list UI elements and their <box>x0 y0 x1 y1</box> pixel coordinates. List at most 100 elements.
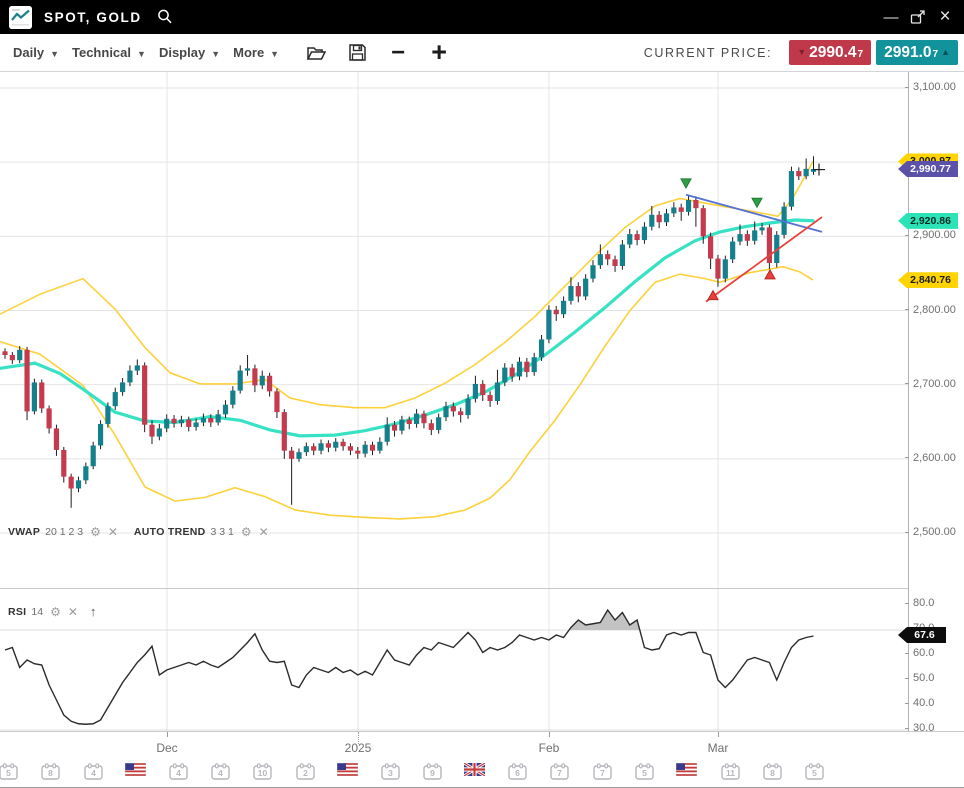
chevron-down-icon: ▼ <box>137 48 146 59</box>
event-calendar-8[interactable]: 8 <box>40 763 61 785</box>
lower-band-line <box>0 265 814 520</box>
sell-signal-icon <box>680 178 692 189</box>
save-button[interactable] <box>344 40 370 66</box>
rsi-remove-icon[interactable]: ✕ <box>67 605 78 619</box>
vwap-indicator-label: VWAP 20 1 2 3 ⚙ ✕ AUTO TREND 3 3 1 ⚙ ✕ <box>8 526 269 538</box>
popout-icon <box>910 9 925 24</box>
autotrend-remove-icon[interactable]: ✕ <box>258 525 269 539</box>
event-calendar-7[interactable]: 7 <box>592 763 613 785</box>
rsi-tick: 50.0 <box>905 672 934 684</box>
menu-more[interactable]: More ▼ <box>233 45 280 60</box>
app-icon <box>9 5 32 29</box>
svg-text:4: 4 <box>91 768 96 778</box>
calendar-event-icon: 5 <box>635 763 654 780</box>
rsi-value-badge: 67.6 <box>898 627 946 643</box>
calendar-event-icon: 2 <box>296 763 315 780</box>
svg-text:11: 11 <box>726 768 735 778</box>
buy-signal-icon <box>707 289 719 301</box>
month-label-2025: 2025 <box>344 741 372 755</box>
rsi-settings-icon[interactable]: ⚙ <box>50 605 61 619</box>
event-calendar-9[interactable]: 9 <box>422 763 443 785</box>
upper-band-line <box>0 161 814 409</box>
event-calendar-5[interactable]: 5 <box>0 763 19 785</box>
chart-line-icon <box>9 5 32 29</box>
calendar-event-icon: 11 <box>721 763 740 780</box>
event-flag-us[interactable] <box>675 762 698 781</box>
svg-text:7: 7 <box>600 768 605 778</box>
menu-display[interactable]: Display ▼ <box>158 45 221 60</box>
rsi-tick: 30.0 <box>905 722 934 734</box>
calendar-event-icon: 10 <box>253 763 272 780</box>
main-chart[interactable] <box>0 72 908 588</box>
event-calendar-7[interactable]: 7 <box>549 763 570 785</box>
event-calendar-10[interactable]: 10 <box>252 763 273 785</box>
event-flag-uk[interactable] <box>463 761 486 781</box>
vwap-line <box>0 218 815 438</box>
svg-text:3: 3 <box>388 768 393 778</box>
ask-price-value: 2991.0 <box>884 44 932 61</box>
event-calendar-3[interactable]: 3 <box>380 763 401 785</box>
menu-group: Daily ▼ Technical ▼ Display ▼ More ▼ <box>0 45 279 60</box>
menu-daily[interactable]: Daily ▼ <box>13 45 59 60</box>
buy-signal-icon <box>764 268 776 280</box>
menu-technical[interactable]: Technical ▼ <box>72 45 146 60</box>
vwap-settings-icon[interactable]: ⚙ <box>90 525 101 539</box>
window-title: SPOT, GOLD <box>44 9 142 25</box>
event-calendar-5[interactable]: 5 <box>634 763 655 785</box>
calendar-event-icon: 6 <box>508 763 527 780</box>
month-tick <box>358 732 359 744</box>
rsi-indicator-label: RSI 14 ⚙ ✕ ↑ <box>8 604 97 619</box>
event-calendar-4[interactable]: 4 <box>83 763 104 785</box>
popout-button[interactable] <box>909 7 927 27</box>
us-flag-icon <box>336 762 359 777</box>
event-calendar-5[interactable]: 5 <box>804 763 825 785</box>
event-calendar-2[interactable]: 2 <box>295 763 316 785</box>
event-flag-us[interactable] <box>336 762 359 781</box>
price-tick: 3,100.00 <box>905 81 956 93</box>
svg-text:8: 8 <box>770 768 775 778</box>
svg-text:6: 6 <box>515 768 520 778</box>
minimize-button[interactable]: — <box>883 8 899 26</box>
vwap-remove-icon[interactable]: ✕ <box>107 525 118 539</box>
chevron-down-icon: ▼ <box>50 48 59 59</box>
price-tick: 2,600.00 <box>905 452 956 464</box>
event-calendar-4[interactable]: 4 <box>210 763 231 785</box>
calendar-event-icon: 4 <box>211 763 230 780</box>
svg-text:5: 5 <box>812 768 817 778</box>
crosshair-marker <box>813 163 825 176</box>
rsi-move-up-icon[interactable]: ↑ <box>89 604 97 619</box>
zoom-in-button[interactable]: + <box>431 37 447 67</box>
price-tick: 2,500.00 <box>905 526 956 538</box>
trendline-up[interactable] <box>705 216 823 303</box>
zoom-out-button[interactable]: − <box>391 38 406 66</box>
timeline[interactable]: Dec 2025 Feb Mar 5 8 4 4 4 10 2 3 9 6 7 7 5 <box>0 731 964 787</box>
calendar-event-icon: 4 <box>84 763 103 780</box>
event-calendar-8[interactable]: 8 <box>762 763 783 785</box>
trendline-down[interactable] <box>685 193 823 233</box>
svg-text:4: 4 <box>176 768 181 778</box>
open-folder-icon <box>306 46 326 60</box>
save-disk-icon <box>348 44 366 61</box>
event-calendar-6[interactable]: 6 <box>507 763 528 785</box>
autotrend-name: AUTO TREND <box>133 526 206 538</box>
search-icon[interactable] <box>156 8 174 26</box>
month-tick <box>718 732 719 737</box>
event-calendar-4[interactable]: 4 <box>168 763 189 785</box>
event-flag-us[interactable] <box>124 762 147 781</box>
open-template-button[interactable] <box>303 40 329 66</box>
rsi-chart[interactable] <box>0 588 908 731</box>
svg-text:2: 2 <box>303 768 308 778</box>
calendar-event-icon: 3 <box>381 763 400 780</box>
event-calendar-11[interactable]: 11 <box>720 763 741 785</box>
sell-signal-icon <box>751 197 763 209</box>
autotrend-settings-icon[interactable]: ⚙ <box>240 525 252 539</box>
close-button[interactable]: × <box>939 6 951 27</box>
rsi-tick: 60.0 <box>905 647 934 659</box>
rsi-tick: 80.0 <box>905 597 934 609</box>
calendar-event-icon: 9 <box>423 763 442 780</box>
us-flag-icon <box>124 762 147 777</box>
month-label-mar: Mar <box>707 741 729 755</box>
vwap-params: 20 1 2 3 <box>45 526 84 538</box>
price-tick: 2,800.00 <box>905 304 956 316</box>
